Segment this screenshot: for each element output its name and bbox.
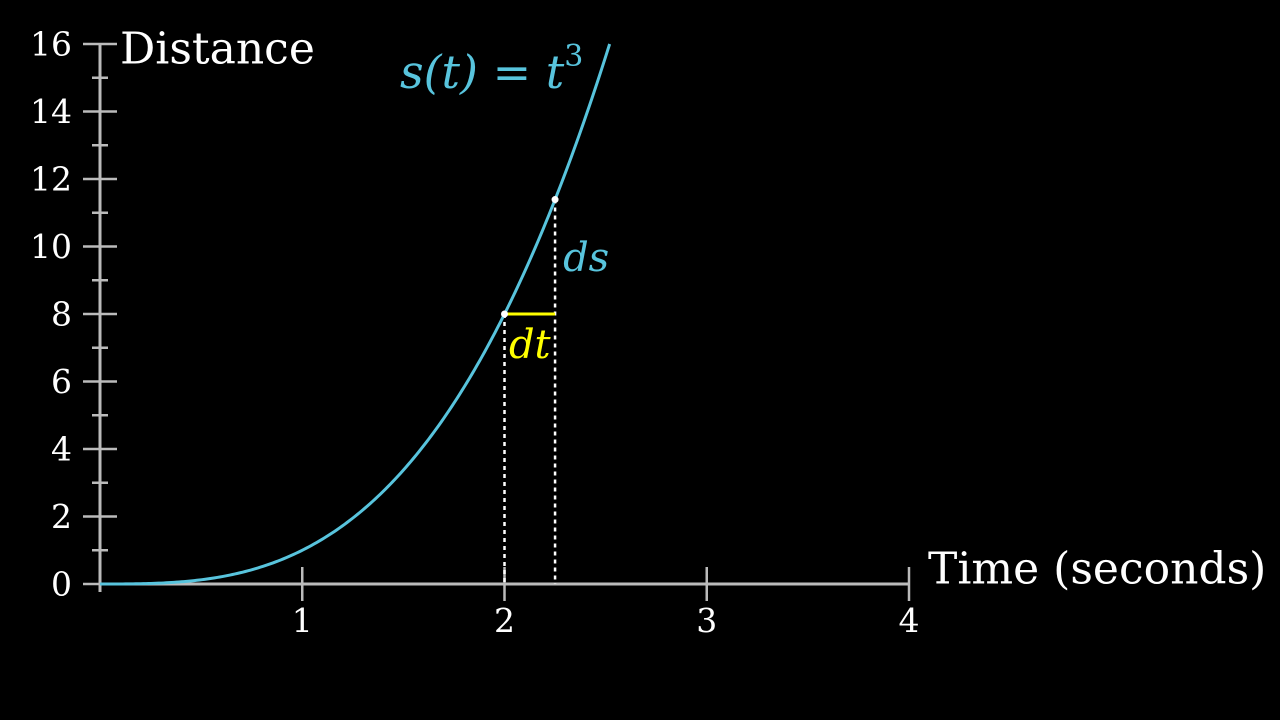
x-axis-title: Time (seconds) bbox=[928, 544, 1266, 595]
y-tick-label: 14 bbox=[30, 92, 72, 131]
y-tick-label: 8 bbox=[51, 295, 72, 334]
y-tick-label: 0 bbox=[51, 565, 72, 604]
curve-label-exponent: 3 bbox=[564, 39, 583, 74]
dt-label: dt bbox=[509, 322, 552, 368]
curve-group bbox=[100, 43, 612, 586]
curve-label: s(t) = t3 bbox=[400, 39, 583, 99]
y-axis-title: Distance bbox=[120, 24, 315, 75]
y-tick-label: 2 bbox=[51, 497, 72, 536]
tick-marks bbox=[83, 42, 911, 601]
y-tick-label: 6 bbox=[51, 362, 72, 401]
y-tick-label: 4 bbox=[51, 430, 72, 469]
ds-label: ds bbox=[563, 235, 609, 281]
point-b bbox=[551, 196, 559, 204]
x-tick-label: 1 bbox=[292, 601, 313, 640]
curve-points bbox=[501, 196, 559, 318]
point-a bbox=[501, 310, 508, 318]
guide-lines bbox=[503, 199, 557, 584]
series-curve-s-of-t bbox=[100, 43, 612, 586]
x-tick-label: 2 bbox=[494, 601, 515, 640]
y-tick-label: 16 bbox=[30, 25, 72, 64]
x-tick-label: 4 bbox=[899, 601, 920, 640]
y-tick-label: 10 bbox=[30, 227, 72, 266]
x-tick-label: 3 bbox=[696, 601, 717, 640]
y-tick-label: 12 bbox=[30, 160, 72, 199]
curve-label-base: s(t) = t bbox=[400, 45, 565, 99]
